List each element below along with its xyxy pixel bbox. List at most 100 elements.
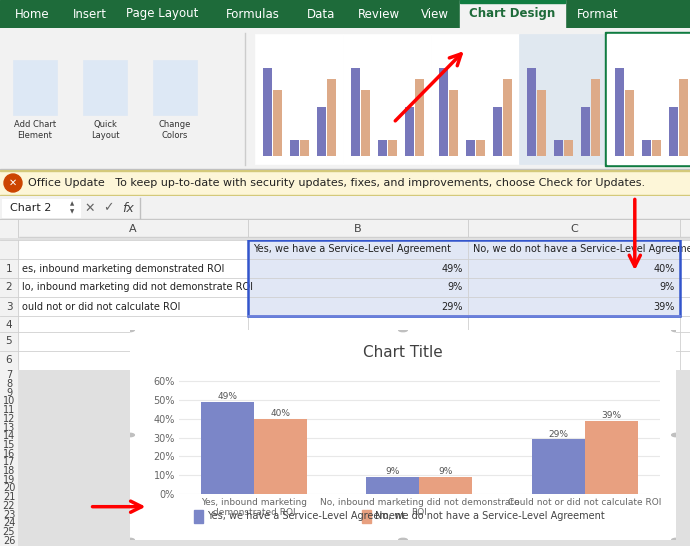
Text: 9%: 9% <box>386 467 400 476</box>
Bar <box>351 68 360 156</box>
Text: 39%: 39% <box>601 411 622 420</box>
Text: Insert: Insert <box>73 8 107 21</box>
Bar <box>591 79 600 156</box>
Text: 6: 6 <box>6 355 12 365</box>
Bar <box>378 139 387 156</box>
Bar <box>554 139 563 156</box>
Bar <box>466 139 475 156</box>
Bar <box>343 34 431 164</box>
Text: Chart Design: Chart Design <box>469 8 555 21</box>
Text: 20: 20 <box>3 483 15 494</box>
Text: Chart 2: Chart 2 <box>10 203 51 213</box>
Text: 14: 14 <box>3 431 15 441</box>
Text: 11: 11 <box>3 405 15 415</box>
Bar <box>0 219 690 220</box>
Bar <box>0 240 18 335</box>
Text: A: A <box>129 224 137 234</box>
Bar <box>476 139 485 156</box>
Bar <box>0 169 690 170</box>
Bar <box>585 421 638 494</box>
Text: 39%: 39% <box>653 301 675 312</box>
Text: Yes, we have a Service-Level Agreement: Yes, we have a Service-Level Agreement <box>253 245 451 254</box>
Bar <box>493 106 502 156</box>
Bar <box>0 220 18 238</box>
Bar <box>460 0 565 3</box>
Text: 25: 25 <box>3 527 15 537</box>
Circle shape <box>126 538 135 542</box>
Bar <box>13 60 57 115</box>
Bar <box>327 79 336 156</box>
Text: 9%: 9% <box>660 282 675 293</box>
Text: 18: 18 <box>3 466 15 476</box>
Bar <box>625 90 634 156</box>
Text: Data: Data <box>307 8 336 21</box>
Text: 5: 5 <box>6 336 12 346</box>
Text: Home: Home <box>15 8 50 21</box>
Circle shape <box>399 538 407 542</box>
Bar <box>0 237 690 238</box>
Text: 40%: 40% <box>270 409 290 418</box>
Text: Change
Colors: Change Colors <box>159 120 191 140</box>
Text: Yes, we have a Service-Level Agreement: Yes, we have a Service-Level Agreement <box>206 511 404 521</box>
Bar <box>527 68 536 156</box>
Text: 4: 4 <box>6 321 12 330</box>
Text: lo, inbound marketing did not demonstrate ROI: lo, inbound marketing did not demonstrat… <box>22 282 253 293</box>
Bar <box>83 60 127 115</box>
Bar <box>532 440 585 494</box>
Text: 9%: 9% <box>448 282 463 293</box>
Bar <box>248 240 680 316</box>
Bar <box>679 79 688 156</box>
Text: 9: 9 <box>6 388 12 397</box>
Text: es, inbound marketing demonstrated ROI: es, inbound marketing demonstrated ROI <box>22 264 224 274</box>
Bar <box>420 477 473 494</box>
Bar <box>519 34 607 164</box>
Text: View: View <box>421 8 449 21</box>
Text: Add Chart
Element: Add Chart Element <box>14 120 56 140</box>
Text: ould not or did not calculate ROI: ould not or did not calculate ROI <box>22 301 180 312</box>
Text: 5: 5 <box>6 340 12 349</box>
Text: ▼: ▼ <box>70 210 74 215</box>
Text: 15: 15 <box>3 440 15 450</box>
Text: 13: 13 <box>3 423 15 432</box>
Bar <box>0 330 18 370</box>
Text: 3: 3 <box>6 301 12 312</box>
Text: 2: 2 <box>6 282 12 293</box>
Bar <box>255 34 343 164</box>
Bar <box>201 402 254 494</box>
Bar <box>415 79 424 156</box>
Text: 26: 26 <box>3 536 15 545</box>
Bar <box>366 477 420 494</box>
Text: C: C <box>570 224 578 234</box>
Text: fx: fx <box>122 201 134 215</box>
Bar <box>0 170 690 171</box>
Text: ▲: ▲ <box>70 201 74 206</box>
Text: 22: 22 <box>3 501 15 511</box>
Bar <box>607 34 690 164</box>
Circle shape <box>4 174 22 192</box>
Text: Format: Format <box>577 8 618 21</box>
Bar <box>153 60 197 115</box>
Text: 17: 17 <box>3 458 15 467</box>
Text: 19: 19 <box>3 475 15 485</box>
Bar <box>361 90 370 156</box>
Bar <box>290 139 299 156</box>
Bar <box>263 68 272 156</box>
Circle shape <box>671 434 680 437</box>
Bar <box>317 106 326 156</box>
Text: 24: 24 <box>3 518 15 529</box>
Text: 49%: 49% <box>217 392 237 401</box>
Text: 16: 16 <box>3 449 15 459</box>
Bar <box>254 419 307 494</box>
Bar <box>248 240 680 316</box>
Bar <box>503 79 512 156</box>
Text: ✕: ✕ <box>85 201 95 215</box>
Bar <box>605 32 690 166</box>
Text: ✕: ✕ <box>9 178 17 188</box>
Text: 10: 10 <box>3 396 15 406</box>
Circle shape <box>399 328 407 331</box>
Bar <box>405 106 414 156</box>
Text: 40%: 40% <box>653 264 675 274</box>
Text: 29%: 29% <box>549 430 569 438</box>
Text: 8: 8 <box>6 379 12 389</box>
Bar <box>564 139 573 156</box>
